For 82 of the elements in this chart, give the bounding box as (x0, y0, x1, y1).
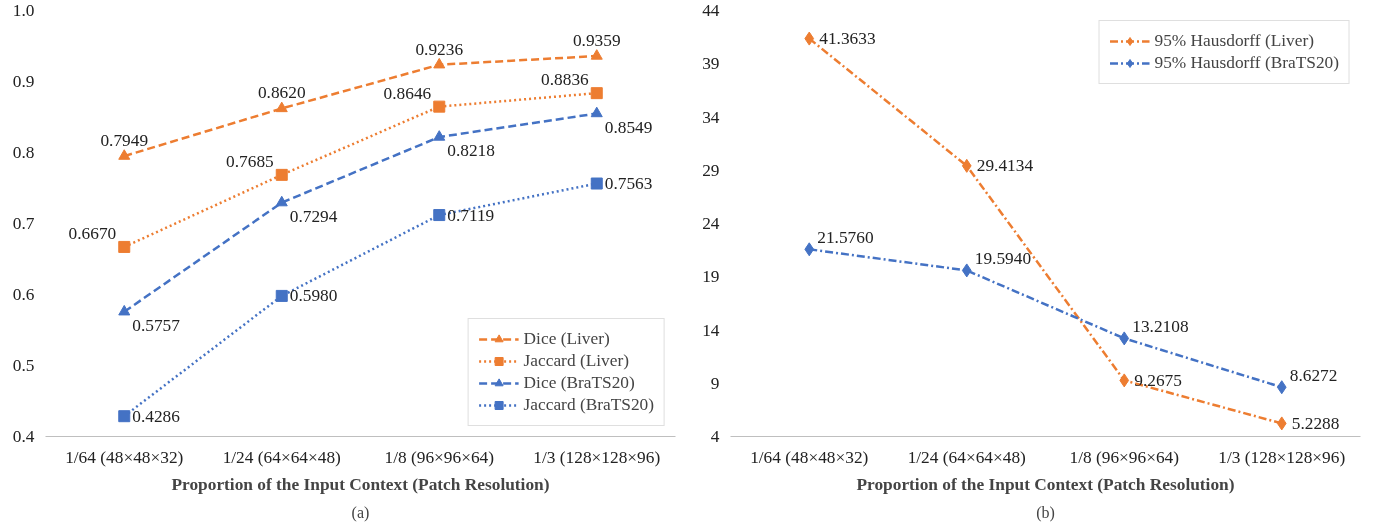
point (961, 263, 972, 278)
point (118, 149, 131, 160)
y-tick-label: 19 (702, 267, 720, 287)
y-tick-label: 34 (702, 107, 720, 127)
y-tick-label: 1.0 (12, 1, 35, 20)
y-tick-label: 0.6 (12, 285, 35, 304)
data-label: 0.8620 (257, 83, 306, 103)
text: (a) (351, 503, 370, 522)
y-tick-label: 9 (710, 373, 720, 393)
y-tick-label: 14 (702, 320, 720, 340)
data-label: 0.7563 (604, 174, 653, 194)
y-tick-label: 0.8 (12, 143, 35, 162)
data-label: 5.2288 (1291, 413, 1340, 433)
x-axis-title: Proportion of the Input Context (Patch Resolution) (171, 474, 550, 494)
y-tick-label: 0.7 (12, 214, 35, 233)
point (804, 242, 815, 257)
data-label: 0.8836 (541, 70, 590, 90)
data-label: 0.7119 (447, 205, 495, 225)
point (1276, 380, 1287, 395)
legend-label: Jaccard (Liver) (523, 351, 629, 371)
data-label: 0.7294 (289, 206, 338, 226)
data-label: 0.9359 (572, 31, 621, 51)
point (1119, 331, 1130, 346)
point (118, 410, 131, 423)
point (118, 240, 131, 253)
point (433, 130, 446, 141)
legend-label: Jaccard (BraTS20) (523, 395, 654, 415)
y-tick-label: 0.4 (12, 427, 35, 446)
x-tick-label: 1/64 (48×48×32) (750, 447, 869, 467)
data-label: 9.2675 (1134, 370, 1182, 390)
data-label: 13.2108 (1132, 317, 1189, 337)
point (275, 168, 288, 181)
data-label: 0.4286 (132, 406, 181, 426)
data-label: 19.5940 (974, 249, 1032, 269)
data-label: 8.6272 (1289, 366, 1338, 386)
data-label: 0.8549 (604, 117, 653, 137)
data-label: 0.5980 (289, 286, 338, 306)
y-tick-label: 0.9 (12, 72, 35, 91)
point (590, 49, 603, 60)
point (275, 101, 288, 113)
point (275, 289, 288, 302)
point (433, 100, 446, 113)
data-label: 0.8218 (447, 141, 495, 161)
y-tick-label: 44 (702, 1, 720, 20)
point (961, 158, 972, 173)
data-label: 0.5757 (132, 315, 181, 335)
data-label: 29.4134 (976, 156, 1034, 176)
x-tick-label: 1/3 (128×128×96) (533, 447, 661, 467)
legend-label: Dice (BraTS20) (523, 373, 635, 393)
y-tick-label: 0.5 (12, 356, 35, 375)
point (804, 31, 815, 46)
point (1119, 373, 1130, 388)
x-tick-label: 1/24 (64×64×48) (222, 447, 342, 467)
data-label: 0.9236 (415, 39, 464, 59)
point (590, 177, 603, 190)
data-label: 0.7949 (100, 131, 149, 151)
legend-label: 95% Hausdorff (Liver) (1154, 31, 1314, 51)
point (433, 57, 446, 69)
y-tick-label: 4 (710, 427, 720, 446)
data-label: 21.5760 (817, 228, 874, 248)
data-label: 0.6670 (68, 223, 117, 243)
legend-label: 95% Hausdorff (BraTS20) (1154, 53, 1339, 73)
data-label: 0.7685 (226, 151, 274, 171)
x-tick-label: 1/8 (96×96×64) (1069, 447, 1180, 467)
y-tick-label: 24 (702, 214, 720, 233)
x-tick-label: 1/8 (96×96×64) (384, 447, 495, 467)
point (118, 304, 131, 316)
legend-label: Dice (Liver) (523, 329, 610, 349)
x-axis-title: Proportion of the Input Context (Patch Resolution) (856, 474, 1235, 494)
point (275, 195, 288, 207)
data-label: 41.3633 (819, 29, 876, 49)
point (590, 106, 603, 118)
x-tick-label: 1/24 (64×64×48) (907, 447, 1027, 467)
text: (b) (1036, 503, 1055, 522)
y-tick-label: 29 (702, 160, 720, 180)
y-tick-label: 39 (702, 54, 720, 74)
point (1276, 416, 1287, 431)
point (433, 209, 446, 222)
point (590, 87, 603, 100)
x-tick-label: 1/64 (48×48×32) (65, 447, 184, 467)
data-label: 0.8646 (383, 83, 432, 103)
x-tick-label: 1/3 (128×128×96) (1218, 447, 1346, 467)
